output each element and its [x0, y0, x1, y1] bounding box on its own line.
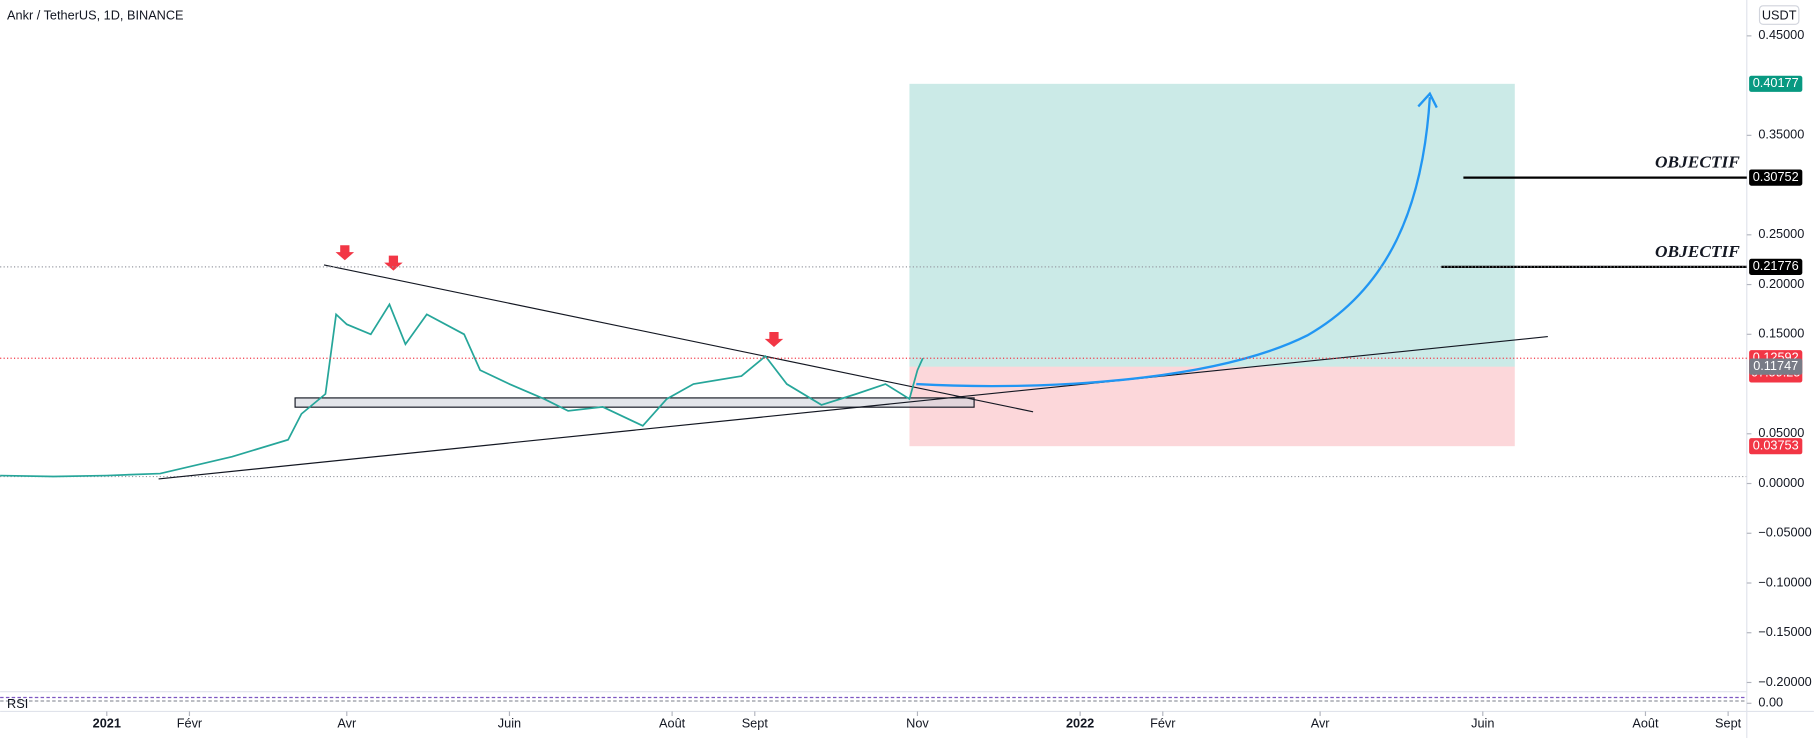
down-arrow: [764, 331, 784, 348]
target-zone: [909, 83, 1515, 367]
x-tick-label: Févr: [177, 715, 203, 730]
y-tick-label: −0.20000: [1758, 674, 1811, 689]
trendline: [323, 264, 1034, 413]
x-tick-label: Avr: [337, 715, 357, 730]
x-tick-label: 2021: [93, 715, 121, 730]
price-label: 0.21776: [1753, 258, 1799, 273]
price-label-box: [1749, 169, 1803, 186]
arrows: [335, 245, 784, 348]
x-tick-label: Juin: [498, 715, 521, 730]
support-zone: [294, 397, 975, 408]
price-label: 0.30752: [1753, 169, 1799, 184]
currency[interactable]: USDT: [1762, 8, 1797, 23]
stop-zone: [909, 366, 1515, 447]
y-tick-label: −0.05000: [1758, 525, 1811, 540]
y-tick-label: −0.10000: [1758, 574, 1811, 589]
currency-box[interactable]: [1758, 5, 1800, 25]
x-tick-label: Févr: [1150, 715, 1176, 730]
indicator-label: RSI: [7, 696, 28, 711]
x-tick-label: 2022: [1066, 715, 1094, 730]
rsi-tick-label: 0.00: [1758, 695, 1783, 710]
price-label-box: [1749, 75, 1803, 92]
chart-title: Ankr / TetherUS, 1D, BINANCE: [7, 8, 183, 23]
objective-label: OBJECTIF: [1655, 153, 1740, 172]
y-tick-label: 0.25000: [1758, 226, 1804, 241]
x-tick-label: Juin: [1471, 715, 1494, 730]
x-tick-label: Août: [1632, 715, 1659, 730]
trendline: [158, 336, 1548, 480]
projection-curve: [916, 97, 1432, 388]
down-arrow: [335, 245, 355, 261]
y-tick-label: 0.35000: [1758, 127, 1804, 142]
y-tick-label: 0.15000: [1758, 326, 1804, 341]
y-tick-label: 0.05000: [1758, 425, 1804, 440]
price-label-box: [1749, 358, 1803, 375]
y-tick-label: −0.15000: [1758, 624, 1811, 639]
price-label-box: [1749, 438, 1803, 455]
down-arrow: [384, 255, 403, 271]
objective-label: OBJECTIF: [1655, 242, 1740, 261]
price-label-box: [1749, 258, 1803, 275]
x-tick-label: Août: [659, 715, 686, 730]
price-label: 0.40177: [1753, 75, 1799, 90]
x-tick-label: Sept: [1715, 715, 1742, 730]
x-tick-label: Sept: [742, 715, 769, 730]
y-tick-label: 0.45000: [1758, 27, 1804, 42]
price-label: 0.03753: [1753, 438, 1799, 453]
x-tick-label: Nov: [906, 715, 929, 730]
y-tick-label: 0.20000: [1758, 276, 1804, 291]
y-tick-label: 0.00000: [1758, 475, 1804, 490]
projection-arrowhead: [1417, 91, 1438, 109]
price-label: 0.11747: [1753, 358, 1798, 373]
price-line: [0, 302, 924, 478]
x-tick-label: Avr: [1311, 715, 1331, 730]
